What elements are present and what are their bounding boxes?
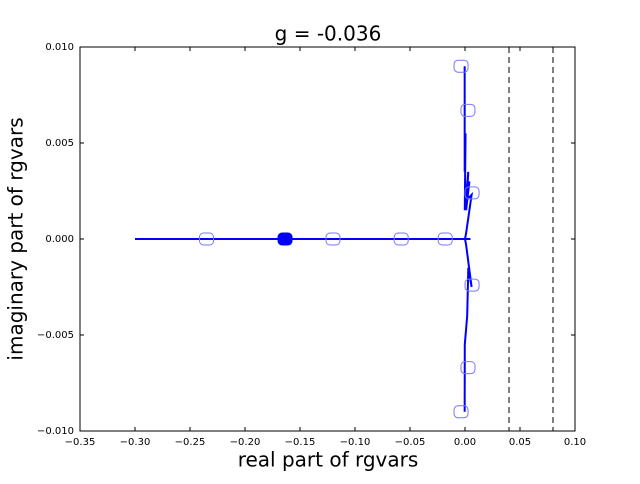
y-axis-label: imaginary part of rgvars xyxy=(4,117,28,360)
marker xyxy=(325,232,341,246)
marker xyxy=(393,232,409,246)
marker xyxy=(460,103,476,117)
marker xyxy=(437,232,453,246)
x-axis-label: real part of rgvars xyxy=(238,448,419,472)
data-line xyxy=(463,66,474,412)
x-tick-label: −0.35 xyxy=(65,437,96,448)
marker xyxy=(464,278,480,292)
x-tick-label: 0.00 xyxy=(454,437,476,448)
marker xyxy=(453,405,469,419)
x-tick-label: −0.25 xyxy=(175,437,206,448)
highlight-marker xyxy=(277,232,293,246)
y-tick-label: 0.005 xyxy=(45,138,74,149)
x-tick-label: 0.10 xyxy=(564,437,586,448)
x-tick-label: −0.30 xyxy=(120,437,151,448)
marker xyxy=(199,232,214,246)
x-tick-label: −0.15 xyxy=(285,437,316,448)
x-tick-label: −0.20 xyxy=(230,437,261,448)
y-tick-label: 0.010 xyxy=(45,42,74,53)
chart-title: g = -0.036 xyxy=(275,22,382,46)
x-tick-label: 0.05 xyxy=(509,437,531,448)
marker xyxy=(464,186,480,200)
y-tick-label: 0.000 xyxy=(45,234,74,245)
marker xyxy=(453,59,469,73)
x-tick-label: −0.05 xyxy=(395,437,426,448)
plot-frame xyxy=(79,46,576,432)
y-tick-label: −0.005 xyxy=(37,330,74,341)
x-tick-label: −0.10 xyxy=(340,437,371,448)
marker xyxy=(460,361,476,375)
y-tick-label: −0.010 xyxy=(37,426,74,437)
